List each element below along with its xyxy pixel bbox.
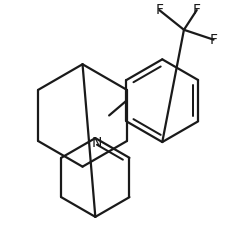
- Text: F: F: [155, 3, 163, 17]
- Text: F: F: [209, 33, 217, 47]
- Text: N: N: [91, 136, 102, 150]
- Text: F: F: [193, 3, 201, 17]
